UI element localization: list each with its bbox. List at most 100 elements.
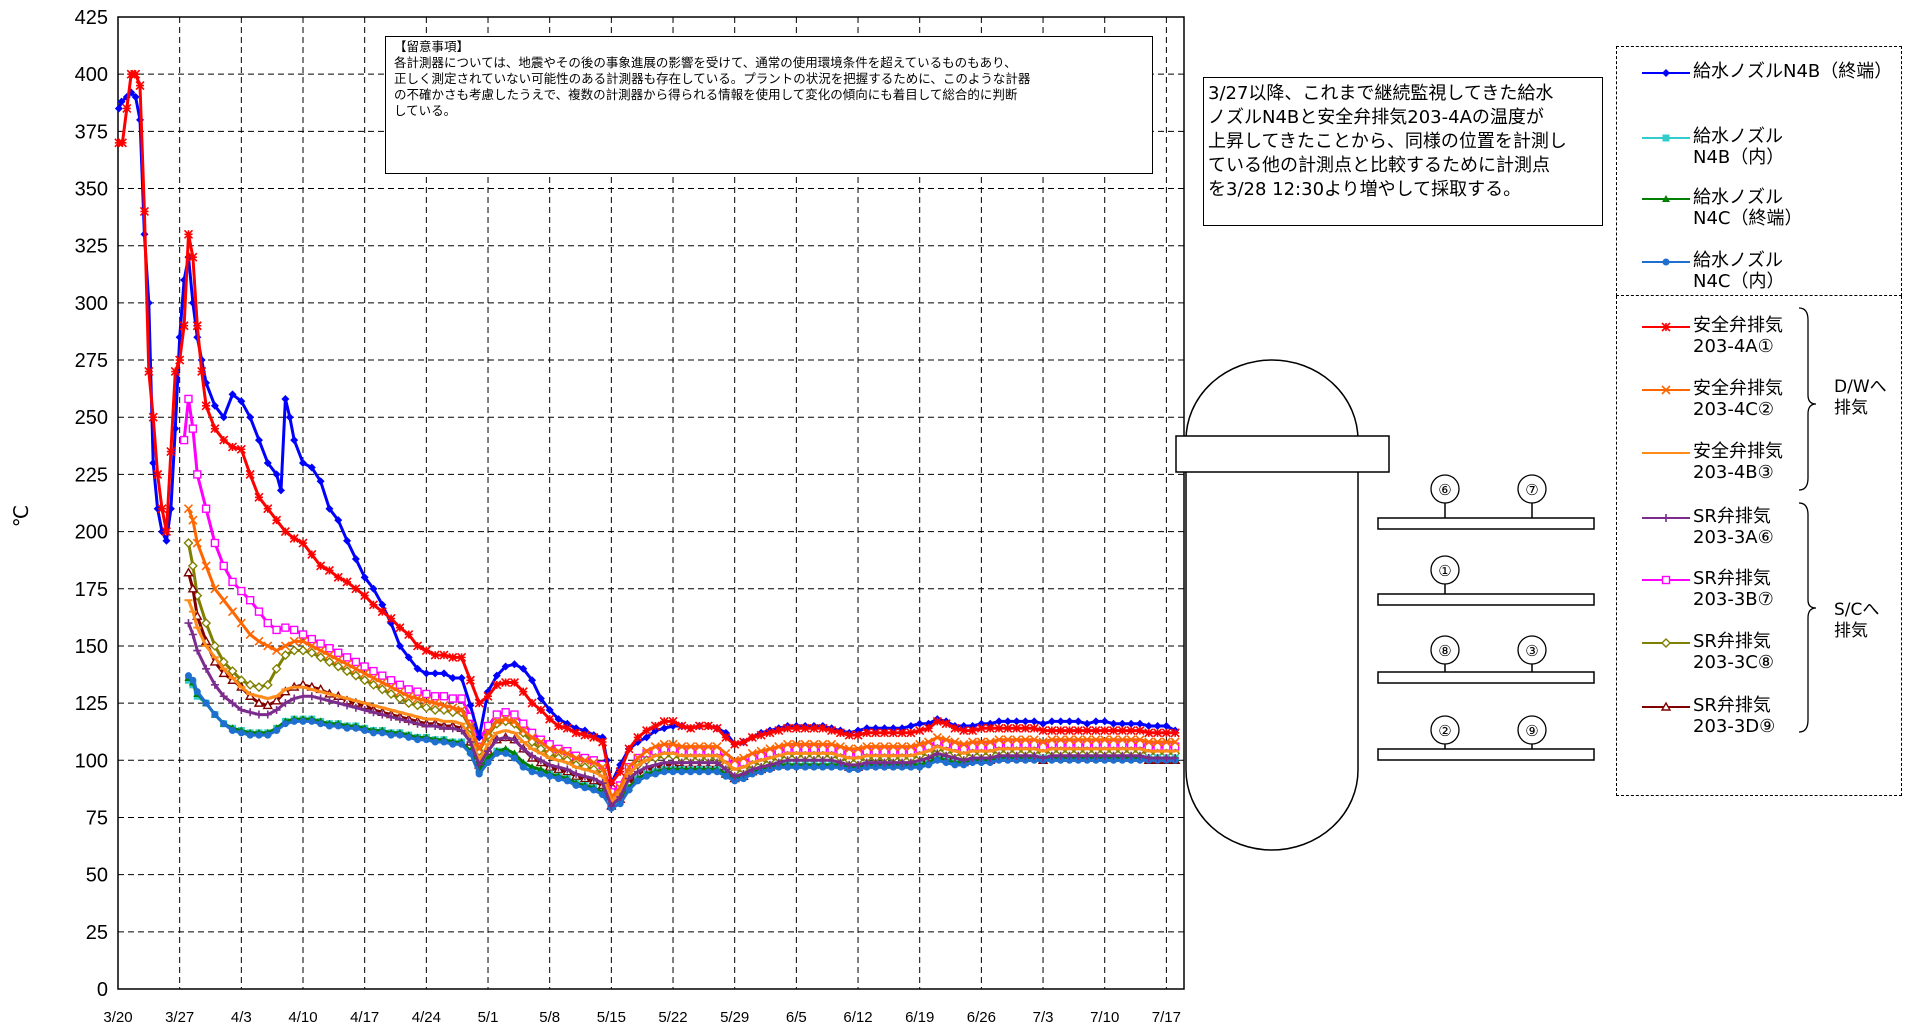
sc-brace: [1798, 502, 1817, 733]
data-point: [677, 721, 687, 731]
data-point: [818, 739, 828, 749]
data-point: [571, 728, 581, 738]
data-point: [572, 770, 581, 779]
data-point: [581, 784, 589, 792]
data-point: [633, 732, 643, 742]
data-point: [1091, 735, 1101, 745]
data-point: [184, 394, 193, 404]
data-point: [1003, 717, 1012, 726]
data-point: [1056, 735, 1066, 745]
data-point: [289, 645, 300, 656]
data-point: [333, 661, 344, 672]
data-point: [977, 759, 985, 767]
data-point: [1004, 756, 1012, 764]
data-point: [950, 754, 959, 763]
x-tick-label: 4/10: [288, 1009, 317, 1026]
data-point: [1091, 751, 1100, 760]
y-axis-label: ℃: [11, 505, 33, 527]
data-point: [845, 765, 853, 773]
data-point: [721, 748, 731, 758]
data-point: [430, 698, 440, 708]
data-point: [412, 693, 423, 704]
data-point: [800, 723, 810, 733]
data-point: [262, 699, 273, 710]
data-point: [280, 641, 290, 651]
data-point: [188, 424, 198, 433]
data-point: [189, 676, 197, 684]
data-point: [412, 700, 423, 711]
data-point: [368, 679, 379, 690]
data-point: [404, 717, 413, 726]
data-point: [403, 698, 414, 709]
data-point: [334, 516, 343, 525]
data-point: [369, 666, 378, 676]
data-point: [157, 504, 167, 514]
data-point: [1082, 725, 1092, 736]
data-point: [378, 600, 387, 609]
data-point: [325, 722, 333, 730]
data-point: [879, 742, 890, 752]
data-point: [457, 673, 466, 682]
x-tick-label: 7/17: [1152, 1009, 1181, 1026]
data-point: [853, 730, 863, 740]
data-point: [272, 645, 282, 656]
data-point: [951, 761, 959, 769]
y-tick-label: 250: [75, 407, 108, 429]
data-point: [818, 723, 828, 733]
data-point: [263, 504, 273, 514]
data-point: [1118, 719, 1127, 728]
data-point: [360, 591, 370, 601]
data-point: [175, 355, 185, 365]
data-point: [650, 721, 660, 731]
data-point: [906, 728, 916, 738]
data-point: [616, 792, 625, 801]
caution-title: 【留意事項】: [394, 39, 470, 54]
data-point: [210, 680, 219, 689]
data-point: [448, 673, 457, 682]
data-point: [967, 725, 978, 736]
data-point: [774, 742, 784, 752]
data-point: [493, 749, 501, 757]
data-point: [361, 727, 369, 735]
data-point: [933, 749, 942, 758]
data-point: [324, 565, 335, 576]
data-point: [386, 676, 396, 685]
series-line: [117, 91, 1176, 785]
y-tick-label: 0: [97, 979, 108, 1001]
data-point: [246, 413, 255, 422]
data-point: [483, 691, 493, 701]
monitoring-text: 3/27以降、これまで継続監視してきた給水 ノズルN4Bと安全弁排気203-4A…: [1208, 83, 1567, 200]
data-point: [246, 731, 254, 739]
data-point: [589, 758, 599, 768]
data-point: [474, 698, 484, 708]
data-point: [1110, 756, 1118, 764]
data-point: [273, 727, 281, 735]
nozzle-pipe-3: [1377, 671, 1595, 684]
data-point: [598, 779, 607, 788]
data-point: [731, 777, 739, 785]
data-point: [334, 699, 343, 708]
data-point: [1153, 754, 1162, 763]
data-point: [483, 728, 493, 738]
data-point: [536, 756, 545, 765]
data-point: [457, 726, 466, 735]
data-point: [791, 723, 801, 733]
data-point: [114, 104, 123, 113]
data-point: [307, 634, 317, 644]
data-point: [677, 758, 686, 767]
measuring-point-circle: [1430, 715, 1460, 745]
data-point: [643, 772, 651, 780]
data-point: [1029, 735, 1039, 745]
data-point: [580, 772, 589, 781]
data-point: [1161, 728, 1171, 738]
data-point: [783, 756, 792, 765]
data-point: [289, 533, 299, 544]
data-point: [1117, 725, 1127, 736]
series-lines: [114, 69, 1181, 812]
data-point: [161, 527, 172, 537]
data-point: [193, 688, 201, 696]
data-point: [721, 732, 731, 742]
data-point: [1126, 735, 1136, 745]
data-point: [315, 652, 326, 663]
data-point: [448, 652, 458, 662]
